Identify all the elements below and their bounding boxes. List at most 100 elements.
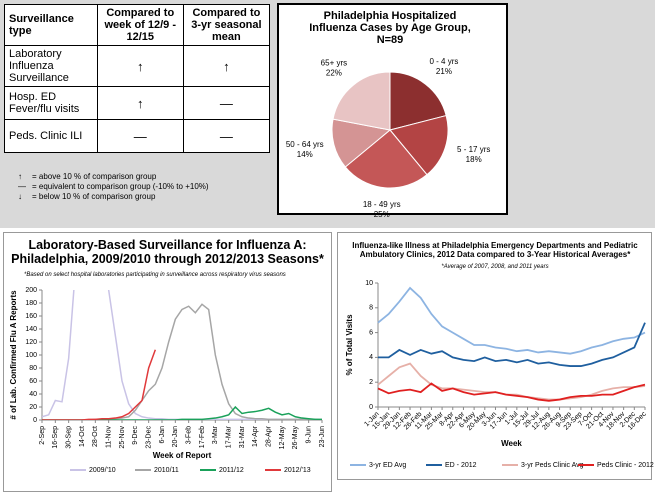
series-line — [377, 286, 646, 355]
y-axis-label: # of Lab. Confirmed Flu A Reports — [9, 290, 18, 420]
x-tick-label: 23-Dec — [146, 426, 153, 449]
slice-label: 5 - 17 yrs — [457, 145, 490, 154]
cell: Laboratory Influenza Surveillance — [4, 45, 98, 87]
legend-label: 3-yr Peds Clinic Avg — [521, 462, 584, 469]
x-axis-label: Week of Report — [153, 451, 212, 460]
note-text: = below 10 % of comparison group — [32, 192, 156, 201]
cell: Hosp. ED Fever/flu visits — [4, 86, 98, 120]
note: ↓ = below 10 % of comparison group — [18, 192, 209, 202]
slice-value-label: 21% — [436, 67, 452, 76]
x-tick-label: 17-Feb — [199, 426, 206, 448]
x-tick-label: 14-Oct — [79, 426, 86, 447]
pie-slice — [332, 71, 391, 131]
y-tick-label: 4 — [369, 354, 373, 361]
cell: ↑ — [96, 45, 184, 87]
y-tick-label: 100 — [25, 352, 37, 359]
slice-label: 65+ yrs — [321, 58, 347, 67]
legend-label: ED - 2012 — [445, 462, 477, 469]
note: — = equivalent to comparison group (-10% … — [18, 182, 209, 192]
slice-value-label: 14% — [297, 150, 313, 159]
x-tick-label: 23-Jun — [319, 426, 326, 448]
series-line — [42, 303, 322, 420]
lab-panel — [3, 232, 332, 492]
x-tick-label: 30-Sep — [66, 426, 73, 449]
header-cell: Compared to week of 12/9 - 12/15 — [96, 4, 184, 46]
x-tick-label: 9-Jun — [306, 426, 313, 444]
chart-subtitle: *Based on select hospital laboratories p… — [24, 272, 286, 278]
x-axis-label: Week — [501, 439, 522, 448]
y-tick-label: 160 — [25, 313, 37, 320]
y-tick-label: 20 — [29, 404, 37, 411]
slice-value-label: 18% — [466, 155, 482, 164]
y-tick-label: 10 — [365, 280, 373, 287]
y-tick-label: 180 — [25, 300, 37, 307]
y-tick-label: 200 — [25, 287, 37, 294]
y-tick-label: 80 — [29, 365, 37, 372]
cell: — — [96, 119, 184, 153]
x-tick-label: 16-Sep — [52, 426, 59, 449]
x-tick-label: 2-Sep — [39, 426, 46, 445]
y-axis-label: % of Total Visits — [345, 314, 354, 376]
note: ↑ = above 10 % of comparison group — [18, 172, 209, 182]
legend-label: 3-yr ED Avg — [369, 462, 406, 469]
x-tick-label: 12-May — [279, 426, 286, 450]
cell: — — [182, 119, 271, 153]
note-text: = equivalent to comparison group (-10% t… — [32, 182, 209, 191]
y-tick-label: 120 — [25, 339, 37, 346]
slice-value-label: 22% — [326, 68, 342, 77]
y-tick-label: 60 — [29, 378, 37, 385]
chart-subtitle: *Average of 2007, 2008, and 2011 years — [441, 264, 549, 270]
y-tick-label: 140 — [25, 326, 37, 333]
x-tick-label: 6-Jan — [159, 426, 166, 444]
pie-slice — [389, 71, 447, 131]
legend-label: 2009/'10 — [89, 467, 116, 474]
chart-title: Laboratory-Based Surveillance for Influe… — [11, 238, 324, 266]
x-tick-label: 3-Feb — [186, 426, 193, 444]
x-tick-label: 9-Dec — [132, 426, 139, 445]
pie-slice — [344, 129, 428, 189]
legend-label: 2012/'13 — [284, 467, 311, 474]
legend-label: 2010/11 — [154, 467, 179, 474]
y-tick-label: 8 — [369, 305, 373, 312]
y-tick-label: 6 — [369, 329, 373, 336]
chart-title: Influenza-like Illness at Philadelphia E… — [352, 241, 638, 259]
x-tick-label: 28-Apr — [266, 425, 273, 447]
x-tick-label: 28-Oct — [92, 426, 99, 447]
note-symbol: ↓ — [18, 192, 22, 201]
series-line — [377, 382, 646, 402]
summary-table: Surveillance type Compared to week of 12/… — [4, 4, 271, 153]
series-line — [42, 405, 322, 420]
note-symbol: ↑ — [18, 172, 22, 181]
cell: ↑ — [182, 45, 271, 87]
slice-label: 18 - 49 yrs — [363, 200, 401, 209]
header-cell: Compared to 3-yr seasonal mean — [182, 4, 271, 46]
x-tick-label: 14-Apr — [252, 425, 259, 447]
x-tick-label: 3-Mar — [212, 425, 219, 444]
slice-label: 50 - 64 yrs — [286, 140, 324, 149]
pie-slice — [331, 118, 392, 168]
x-tick-label: 17-Mar — [226, 425, 233, 448]
series-line — [378, 322, 646, 367]
y-tick-label: 2 — [369, 379, 373, 386]
y-tick-label: 0 — [369, 404, 373, 411]
slice-label: 0 - 4 yrs — [429, 57, 458, 66]
legend-label: Peds Clinic - 2012 — [597, 462, 654, 469]
x-tick-label: 11-Nov — [106, 426, 113, 449]
pie-slice — [389, 114, 449, 176]
legend-label: 2011/12 — [219, 467, 244, 474]
x-tick-label: 31-Mar — [239, 425, 246, 448]
header-cell: Surveillance type — [4, 4, 98, 46]
y-tick-label: 40 — [29, 391, 37, 398]
note-text: = above 10 % of comparison group — [32, 172, 157, 181]
note-symbol: — — [18, 182, 26, 191]
y-tick-label: 0 — [33, 417, 37, 424]
x-tick-label: 25-Nov — [119, 426, 126, 449]
x-tick-label: 20-Jan — [172, 426, 179, 448]
table-legend: ↑ = above 10 % of comparison group — = equ… — [18, 172, 209, 202]
slice-value-label: 25% — [374, 210, 390, 219]
x-tick-label: 26-May — [292, 426, 299, 450]
cell: Peds. Clinic ILI — [4, 119, 98, 153]
series-line — [42, 349, 157, 420]
